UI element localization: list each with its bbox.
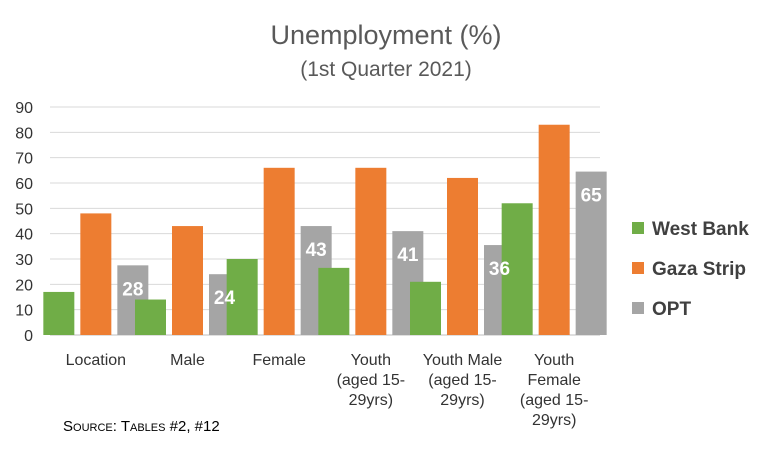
x-axis: Location Male Female Youth (aged 15- 29yrs) Yo…: [66, 352, 589, 429]
bar: [263, 167, 295, 335]
x-category-label: 29yrs): [349, 392, 393, 409]
data-label: 43: [306, 240, 327, 261]
x-category-label: Male: [170, 352, 205, 369]
x-category-label: 29yrs): [440, 392, 484, 409]
data-label: 24: [214, 288, 236, 309]
y-tick-label: 70: [15, 151, 33, 168]
x-category-label: Location: [66, 352, 127, 369]
bar: [538, 124, 570, 335]
y-tick-label: 40: [15, 227, 33, 244]
bar: [410, 281, 441, 335]
y-tick-label: 50: [15, 201, 33, 218]
y-tick-label: 10: [15, 303, 33, 320]
legend-label: West Bank: [652, 219, 749, 240]
data-label: 41: [397, 245, 419, 266]
bar: [172, 226, 203, 335]
bar: [226, 259, 258, 335]
bar: [318, 267, 350, 335]
x-category-label: (aged 15-: [337, 372, 406, 389]
bar: [80, 213, 112, 335]
data-labels: 28 24 43 41 36 65: [122, 186, 602, 310]
legend-swatch: [632, 262, 644, 274]
source-note: Source: Tables #2, #12: [63, 418, 220, 435]
bar: [447, 177, 478, 335]
x-category-label: 29yrs): [532, 412, 576, 429]
x-category-label: Female: [252, 352, 305, 369]
x-category-label: Youth: [534, 352, 574, 369]
y-tick-label: 30: [15, 252, 33, 269]
x-category-label: (aged 15-: [520, 392, 589, 409]
legend-swatch: [632, 302, 644, 314]
y-tick-label: 0: [24, 328, 33, 345]
y-tick-label: 90: [15, 100, 33, 117]
x-category-label: (aged 15-: [428, 372, 497, 389]
data-label: 65: [581, 186, 603, 207]
y-tick-label: 20: [15, 277, 33, 294]
y-axis: 0 10 20 30 40 50 60 70 80 90: [15, 100, 33, 345]
chart-title: Unemployment (%): [270, 20, 501, 50]
y-tick-label: 80: [15, 125, 33, 142]
legend-label: OPT: [652, 299, 691, 320]
legend-label: Gaza Strip: [652, 259, 746, 280]
bar: [355, 167, 387, 335]
bar: [135, 299, 166, 335]
legend: West Bank Gaza Strip OPT: [632, 219, 749, 320]
chart-subtitle: (1st Quarter 2021): [300, 58, 472, 81]
data-label: 28: [122, 279, 143, 300]
bars: [43, 124, 607, 335]
y-tick-label: 60: [15, 176, 33, 193]
legend-swatch: [632, 222, 644, 234]
x-category-label: Youth: [351, 352, 391, 369]
x-category-label: Youth Male: [423, 352, 503, 369]
bar: [43, 291, 75, 335]
bar: [501, 203, 533, 335]
x-category-label: Female: [527, 372, 580, 389]
data-label: 36: [489, 259, 510, 280]
bar: [575, 171, 607, 335]
